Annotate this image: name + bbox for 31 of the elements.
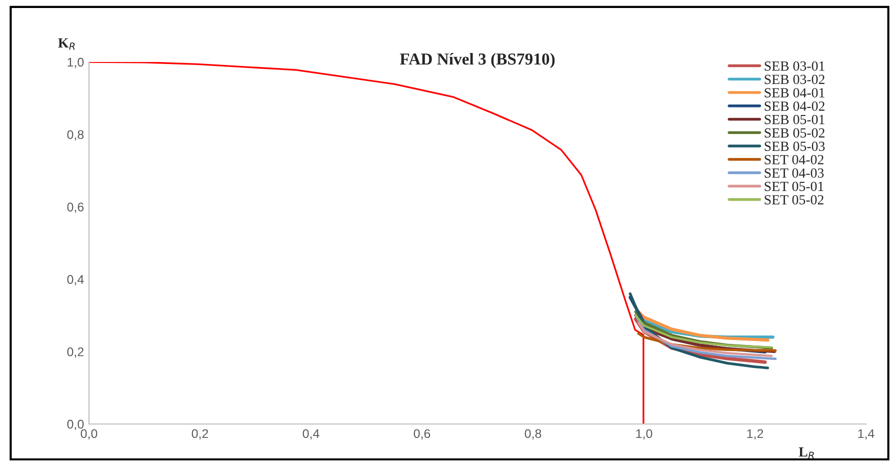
x-tick-label: 1,2 (747, 429, 764, 440)
legend-label: SEB 05-03 (764, 142, 825, 151)
x-tick-label: 0,6 (414, 429, 430, 440)
chart-title: FAD Nível 3 (BS7910) (400, 52, 555, 68)
x-tick-label: 0,8 (524, 429, 542, 440)
x-axis-title: L$_{R}$ (798, 447, 814, 459)
legend-label: SET 04-03 (764, 168, 824, 178)
y-tick-label: 0,0 (67, 420, 84, 430)
legend-label: SET 04-02 (764, 154, 824, 164)
y-tick-label: 1,0 (68, 58, 84, 68)
line-series (637, 322, 773, 358)
y-tick-label: 0,8 (67, 130, 84, 141)
legend-label: SEB 03-02 (764, 74, 824, 84)
legend-label: SET 05-02 (764, 195, 824, 204)
line-series (636, 310, 770, 342)
x-tick-label: 0,2 (192, 429, 208, 440)
y-tick-label: 0,6 (67, 202, 84, 213)
y-tick-label: 0,4 (67, 275, 84, 286)
legend-label: SEB 05-01 (764, 114, 824, 124)
y-axis-title: K$_{R}$ (58, 38, 75, 50)
legend-label: SET 05-01 (764, 182, 824, 192)
legend-label: SEB 03-01 (764, 61, 824, 71)
x-tick-label: 0,0 (80, 429, 98, 440)
legend-label: SEB 05-02 (764, 128, 824, 138)
y-tick-label: 0,2 (67, 347, 84, 358)
x-tick-label: 0,4 (302, 429, 320, 440)
legend-label: SEB 04-01 (764, 88, 824, 98)
x-tick-label: 1,0 (636, 429, 652, 440)
legend-label: SEB 04-02 (764, 101, 824, 111)
line-series (634, 314, 777, 360)
x-tick-label: 1,4 (858, 429, 874, 440)
